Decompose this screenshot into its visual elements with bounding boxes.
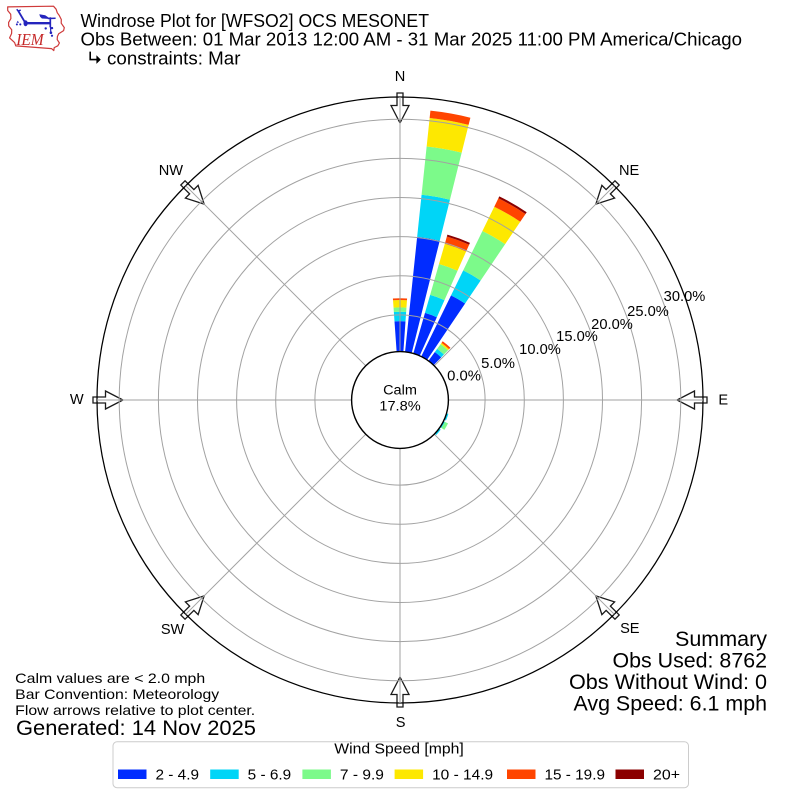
svg-text:Flow arrows relative to plot c: Flow arrows relative to plot center. [15,702,255,718]
svg-text:20.0%: 20.0% [591,317,633,333]
svg-text:SE: SE [620,621,640,637]
svg-text:5 - 6.9: 5 - 6.9 [248,767,292,783]
svg-text:Wind Speed [mph]: Wind Speed [mph] [334,742,463,758]
svg-text:W: W [70,392,84,408]
svg-text:Obs Without Wind: 0: Obs Without Wind: 0 [569,671,767,694]
svg-text:10.0%: 10.0% [519,342,561,358]
svg-text:10 - 14.9: 10 - 14.9 [432,767,493,783]
svg-text:20+: 20+ [653,767,680,783]
svg-text:Windrose Plot for [WFSO2] OCS: Windrose Plot for [WFSO2] OCS MESONET [81,10,430,31]
svg-text:constraints: Mar: constraints: Mar [107,47,241,68]
svg-text:IEM: IEM [15,30,45,49]
svg-text:Avg Speed: 6.1 mph: Avg Speed: 6.1 mph [574,693,768,716]
svg-text:17.8%: 17.8% [379,399,421,415]
svg-text:S: S [396,715,406,731]
svg-text:NW: NW [159,163,184,179]
svg-text:0.0%: 0.0% [447,369,481,385]
svg-text:7 - 9.9: 7 - 9.9 [340,767,384,783]
svg-text:Summary: Summary [675,628,767,651]
svg-text:Generated: 14 Nov 2025: Generated: 14 Nov 2025 [16,717,256,740]
svg-text:N: N [395,69,406,85]
svg-text:Obs Used: 8762: Obs Used: 8762 [613,650,768,673]
svg-text:15.0%: 15.0% [556,329,598,345]
svg-text:25.0%: 25.0% [627,304,669,320]
svg-text:E: E [718,392,728,408]
svg-text:30.0%: 30.0% [664,289,706,305]
svg-text:Calm values are < 2.0 mph: Calm values are < 2.0 mph [15,670,205,686]
svg-text:SW: SW [161,622,185,638]
svg-text:15 - 19.9: 15 - 19.9 [545,767,606,783]
svg-text:NE: NE [619,163,640,179]
svg-text:Bar Convention: Meteorology: Bar Convention: Meteorology [15,686,219,702]
svg-text:Obs Between: 01 Mar 2013 12:00: Obs Between: 01 Mar 2013 12:00 AM - 31 M… [81,29,743,50]
svg-text:Calm: Calm [383,383,417,399]
svg-text:5.0%: 5.0% [481,356,515,372]
svg-text:2 - 4.9: 2 - 4.9 [156,767,200,783]
